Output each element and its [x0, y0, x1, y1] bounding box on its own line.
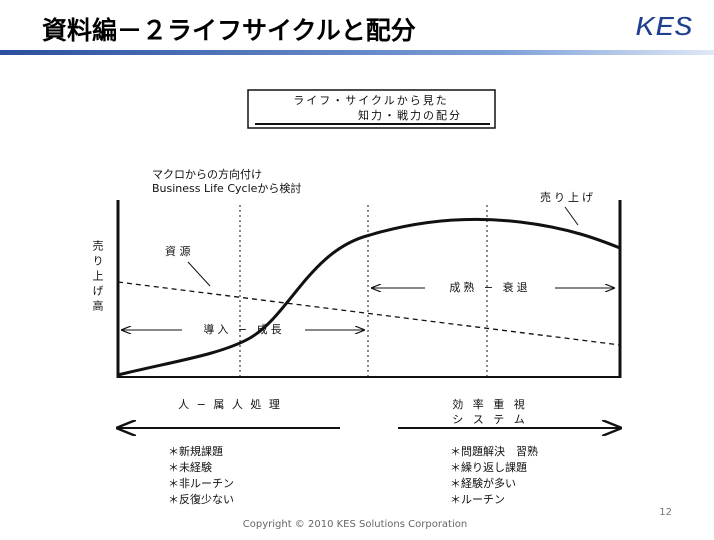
- copyright: Copyright © 2010 KES Solutions Corporati…: [243, 519, 467, 530]
- curve-label: 資 源: [165, 244, 191, 258]
- box-title: 知力・戦力の配分: [358, 108, 462, 122]
- left-heading: 人 − 属 人 処 理: [178, 398, 282, 411]
- y-label: 売り上げ高: [91, 240, 104, 315]
- curve-label: 売り上げ: [540, 191, 596, 204]
- box-title: ライフ・サイクルから見た: [293, 94, 448, 107]
- pointer: [187, 261, 211, 287]
- box: [247, 89, 496, 129]
- phase-label: 成熟 − 衰退: [449, 280, 530, 294]
- slide-title: 資料編－２ライフサイクルと配分: [42, 16, 416, 45]
- list-item: ＊経験が多い: [450, 476, 516, 490]
- page-number: 12: [659, 507, 672, 518]
- list-item: ＊未経験: [168, 460, 212, 474]
- sales-curve: [117, 217, 621, 377]
- right-heading: シ ス テ ム: [452, 413, 528, 426]
- list-item: ＊反復少ない: [168, 493, 234, 506]
- right-heading: 効 率 重 視: [452, 397, 528, 411]
- title-underline: [0, 50, 714, 55]
- phase-label: 導入 − 成長: [203, 322, 284, 336]
- diagram: ライフ・サイクルから見た 知力・戦力の配分 マクロからの方向付け Busines…: [91, 89, 621, 506]
- list-item: ＊新規課題: [168, 444, 223, 458]
- logo: KES: [635, 10, 693, 41]
- pointer: [564, 206, 579, 226]
- resource-line: [117, 281, 621, 346]
- note: Business Life Cycleから検討: [152, 181, 301, 195]
- list-item: ＊ルーチン: [450, 493, 505, 506]
- list-item: ＊繰り返し課題: [450, 460, 527, 474]
- list-item: ＊非ルーチン: [168, 477, 234, 490]
- note: マクロからの方向付け: [152, 167, 262, 181]
- list-item: ＊問題解決 習熟: [450, 444, 538, 458]
